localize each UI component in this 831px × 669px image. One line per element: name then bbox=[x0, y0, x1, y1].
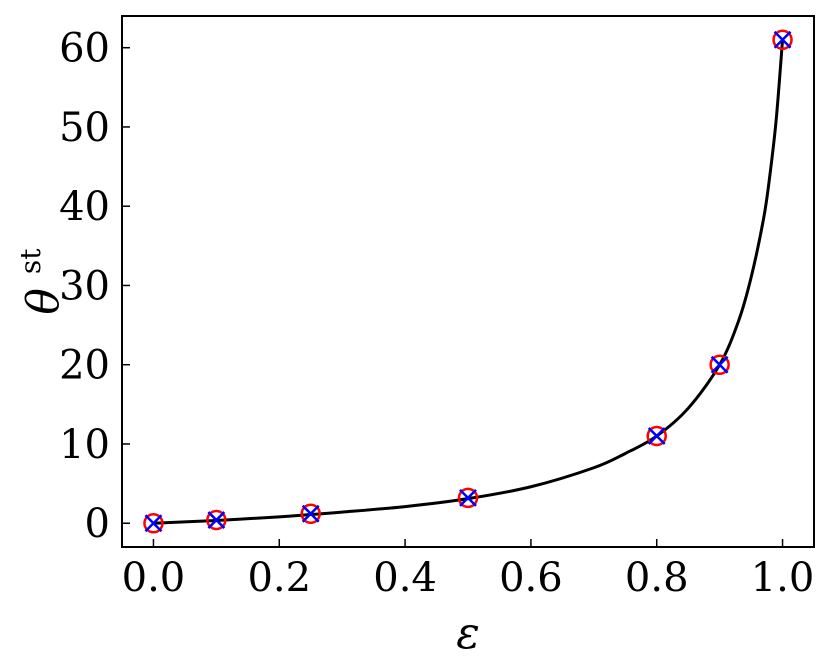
y-axis-label-main: θ bbox=[18, 288, 69, 315]
x-tick-label: 0.8 bbox=[625, 555, 689, 601]
y-tick-label: 60 bbox=[59, 26, 110, 72]
markers-group bbox=[143, 29, 793, 534]
theta-curve bbox=[153, 39, 785, 525]
x-tick-label: 0.2 bbox=[247, 555, 311, 601]
circle-marker bbox=[143, 512, 164, 534]
x-marker bbox=[301, 504, 320, 523]
circle-marker bbox=[709, 354, 730, 375]
x-tick-label: 0.4 bbox=[373, 555, 437, 601]
y-axis-label-sup: st bbox=[14, 248, 47, 274]
x-marker bbox=[207, 511, 226, 529]
y-tick-label: 0 bbox=[85, 501, 110, 547]
x-marker bbox=[459, 488, 477, 507]
x-marker bbox=[773, 30, 792, 49]
circle-marker bbox=[772, 29, 793, 51]
circle-marker bbox=[300, 503, 321, 524]
circle-marker bbox=[206, 509, 227, 531]
x-tick-label: 0.6 bbox=[499, 555, 563, 601]
y-tick-label: 10 bbox=[59, 422, 110, 468]
y-tick-label: 40 bbox=[59, 184, 110, 230]
x-marker bbox=[144, 514, 163, 533]
curve-group bbox=[153, 39, 785, 525]
labels-group: ε θ st bbox=[14, 248, 480, 659]
plot-frame bbox=[121, 15, 815, 548]
circle-marker bbox=[457, 487, 479, 509]
circle-marker bbox=[646, 425, 667, 447]
x-tick-label: 0.0 bbox=[122, 555, 186, 601]
x-marker bbox=[710, 355, 729, 374]
y-axis-label: θ st bbox=[14, 248, 69, 315]
x-tick-label: 1.0 bbox=[751, 555, 815, 601]
ticks-group: 0.0 0.2 0.4 0.6 0.8 1.0 0 10 20 30 40 50 60 bbox=[59, 26, 814, 601]
y-tick-label: 30 bbox=[59, 263, 110, 309]
y-tick-label: 50 bbox=[59, 105, 110, 151]
y-tick-label: 20 bbox=[59, 343, 110, 389]
x-marker bbox=[647, 427, 666, 445]
x-axis-label: ε bbox=[456, 608, 480, 659]
